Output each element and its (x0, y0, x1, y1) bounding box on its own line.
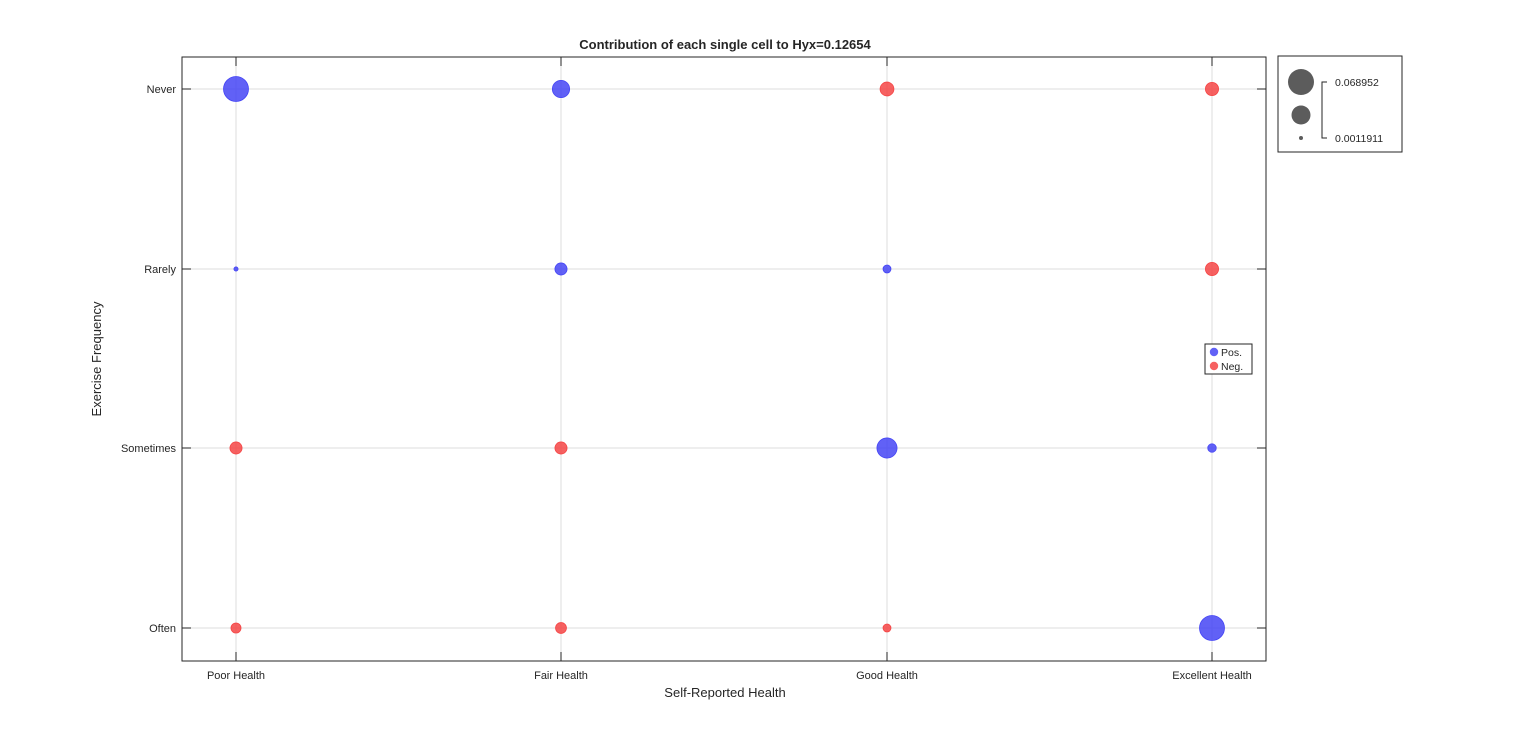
bubble-14 (882, 623, 892, 633)
grid-lines (182, 57, 1266, 661)
size-legend: 0.068952 0.0011911 (1277, 55, 1403, 153)
x-tick-label-0: Poor Health (207, 670, 265, 682)
bubble-8 (229, 441, 243, 455)
bubble-7 (1205, 262, 1219, 276)
size-legend-max-label: 0.068952 (1335, 77, 1379, 89)
bubble-4 (233, 266, 239, 272)
size-legend-bracket (1321, 81, 1327, 139)
size-legend-max-marker (1288, 69, 1314, 95)
y-tick-labels: Never Rarely Sometimes Often (121, 84, 177, 635)
x-tick-label-2: Good Health (856, 670, 918, 682)
y-tick-label-0: Never (147, 84, 177, 96)
y-tick-label-1: Rarely (144, 264, 176, 276)
x-tick-label-3: Excellent Health (1172, 670, 1252, 682)
bubble-6 (882, 264, 892, 274)
legend-pos-marker (1209, 347, 1219, 357)
bubble-11 (1207, 443, 1217, 453)
sign-legend: Pos. Neg. (1204, 343, 1253, 375)
bubble-1 (551, 79, 571, 99)
bubble-10 (876, 437, 898, 459)
bubble-2 (879, 81, 895, 97)
chart-title: Contribution of each single cell to Hyx=… (579, 37, 871, 52)
axis-ticks (182, 57, 1266, 661)
bubble-5 (554, 262, 568, 276)
size-legend-min-marker (1299, 136, 1303, 140)
bubble-0 (223, 76, 249, 102)
size-legend-min-label: 0.0011911 (1335, 133, 1383, 145)
bubble-layer (223, 76, 1225, 641)
bubble-15 (1199, 615, 1225, 641)
x-tick-label-1: Fair Health (534, 670, 588, 682)
x-axis-label: Self-Reported Health (664, 685, 785, 700)
bubble-3 (1205, 82, 1219, 96)
legend-neg-label: Neg. (1221, 361, 1243, 373)
bubble-12 (230, 622, 242, 634)
y-axis-label: Exercise Frequency (89, 301, 104, 416)
x-tick-labels: Poor Health Fair Health Good Health Excelle… (207, 670, 1252, 682)
y-tick-label-3: Often (149, 623, 176, 635)
size-legend-mid-marker (1291, 105, 1311, 125)
bubble-9 (554, 441, 568, 455)
bubble-13 (555, 622, 567, 634)
y-tick-label-2: Sometimes (121, 443, 177, 455)
legend-neg-marker (1209, 361, 1219, 371)
legend-pos-label: Pos. (1221, 347, 1242, 359)
plot-area-frame (181, 56, 1267, 662)
